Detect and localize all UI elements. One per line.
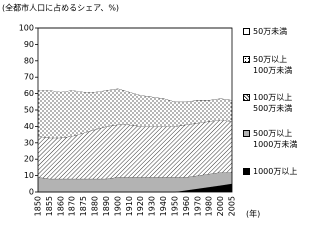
legend-label: 100万以上 500万未満 (253, 93, 293, 113)
x-tick-label: 1890 (102, 196, 111, 216)
legend-swatch (243, 168, 250, 175)
area (38, 119, 232, 179)
legend-label: 50万以上 100万未満 (253, 55, 293, 75)
chart-title: (全都市人口に占めるシェア、%) (2, 3, 119, 13)
area (38, 88, 232, 138)
y-tick-label: 100 (19, 24, 34, 33)
x-tick-label: 1870 (68, 196, 77, 216)
x-tick-label: 1950 (170, 196, 179, 216)
legend-swatch (243, 130, 250, 137)
legend-label: 1000万以上 (253, 167, 298, 176)
legend-item: 50万未満 (243, 26, 287, 37)
legend-item: 1000万以上 (243, 166, 297, 177)
x-tick-label: 1860 (56, 196, 65, 216)
chart: (全都市人口に占めるシェア、%) (年) 0 10 20 30 40 50 60 70 80 90… (2, 3, 260, 219)
x-tick-label: 2005 (228, 196, 237, 216)
y-tick-label: 0 (29, 188, 34, 197)
y-tick-label: 60 (24, 89, 34, 98)
legend-label: 500万以上 1000万未満 (253, 129, 298, 149)
x-tick-label: 1960 (182, 196, 191, 216)
x-tick-label: 1980 (205, 196, 214, 216)
x-tick-label: 1855 (45, 196, 54, 216)
area (38, 183, 232, 192)
y-tick-label: 80 (24, 56, 34, 65)
legend-item: 50万以上 100万未満 (243, 54, 292, 76)
legend-swatch (243, 56, 250, 63)
x-tick-label: 1850 (34, 196, 43, 216)
y-tick-label: 50 (24, 106, 34, 115)
x-tick-label: 1920 (136, 196, 145, 216)
x-unit: (年) (246, 209, 260, 219)
x-tick-label: 1900 (113, 196, 122, 216)
x-tick-label: 2000 (216, 196, 225, 216)
legend-label: 50万未満 (253, 27, 288, 36)
page: (全都市人口に占めるシェア、%) (年) 0 10 20 30 40 50 60 70 80 90… (2, 3, 297, 219)
x-tick-label: 1940 (159, 196, 168, 216)
y-tick-label: 90 (24, 40, 34, 49)
y-tick-label: 30 (24, 138, 34, 147)
x-tick-label: 1880 (91, 196, 100, 216)
y-tick-label: 20 (24, 155, 34, 164)
x-tick-label: 1875 (79, 196, 88, 216)
legend-item: 100万以上 500万未満 (243, 92, 292, 114)
y-tick-label: 40 (24, 122, 34, 131)
x-tick-label: 1930 (148, 196, 157, 216)
y-tick-label: 10 (24, 171, 34, 180)
y-tick-label: 70 (24, 73, 34, 82)
legend-item: 500万以上 1000万未満 (243, 128, 297, 150)
x-tick-label: 1910 (125, 196, 134, 216)
legend-swatch (243, 94, 250, 101)
legend-swatch (243, 28, 250, 35)
x-tick-label: 1970 (193, 196, 202, 216)
area (38, 28, 232, 102)
